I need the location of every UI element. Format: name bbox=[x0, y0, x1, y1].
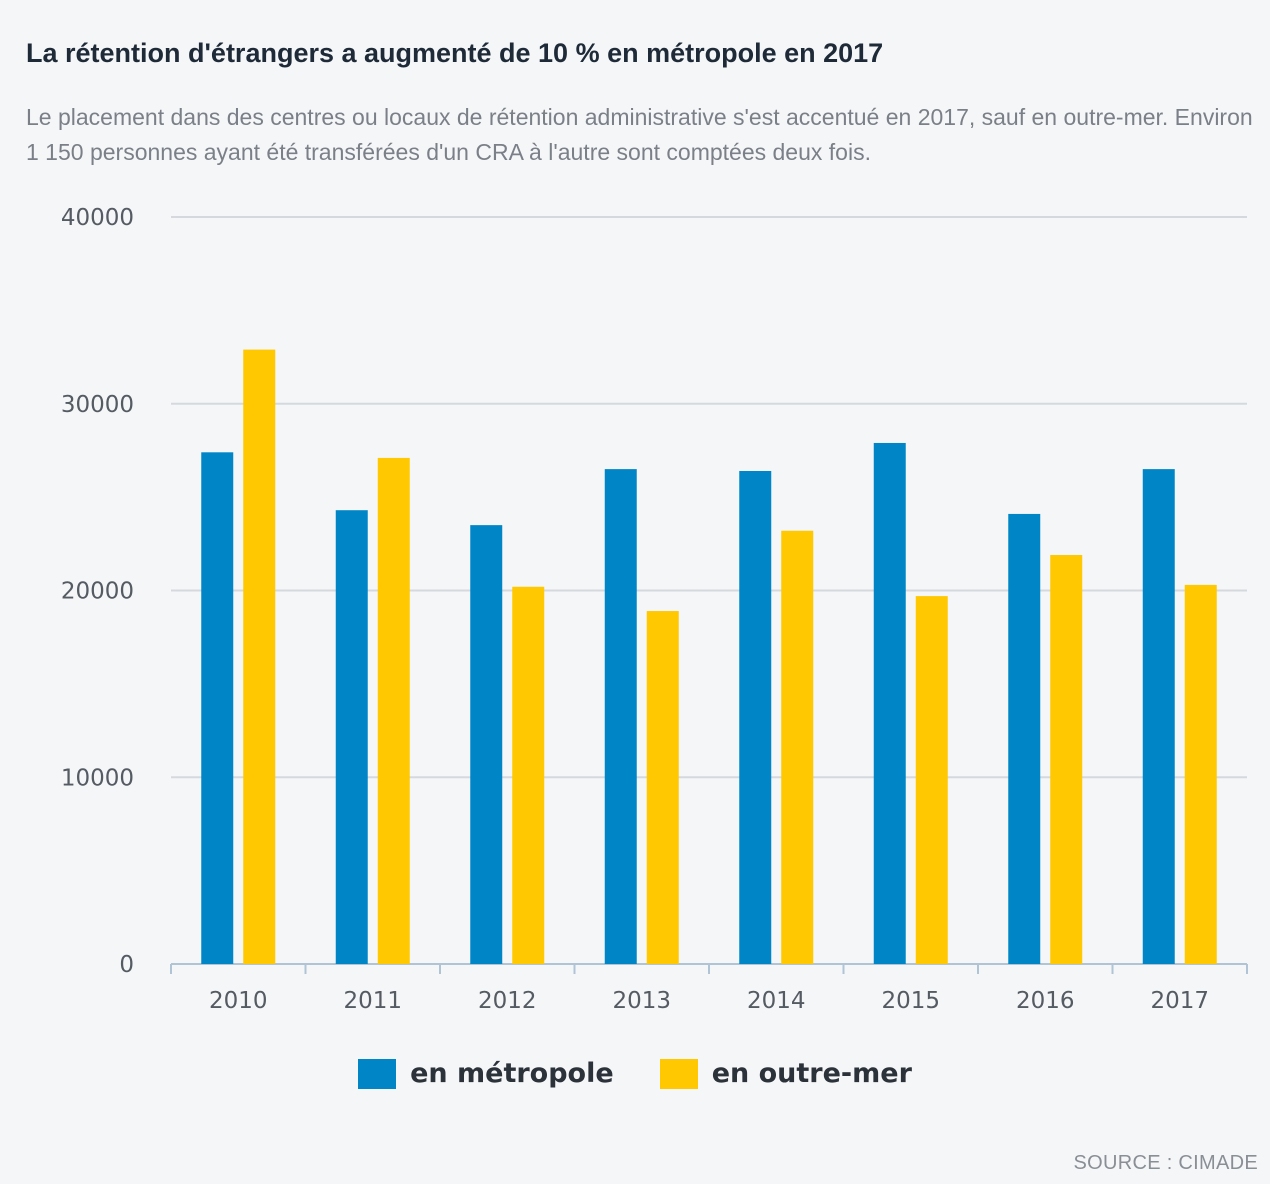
bar-metropole-2015[interactable] bbox=[873, 442, 906, 964]
bar-metropole-2013[interactable] bbox=[604, 469, 637, 964]
bar-outremer-2010[interactable] bbox=[243, 349, 276, 964]
x-tick-label: 2014 bbox=[747, 988, 806, 1014]
bar-metropole-2016[interactable] bbox=[1008, 513, 1041, 964]
legend: en métropole en outre-mer bbox=[0, 1058, 1270, 1089]
bar-outremer-2012[interactable] bbox=[512, 586, 545, 964]
bar-metropole-2012[interactable] bbox=[470, 525, 503, 964]
x-tick-label: 2011 bbox=[343, 988, 402, 1014]
bar-outremer-2014[interactable] bbox=[781, 530, 814, 964]
legend-label-outremer: en outre-mer bbox=[711, 1058, 912, 1089]
chart-title: La rétention d'étrangers a augmenté de 1… bbox=[26, 38, 884, 68]
bar-outremer-2015[interactable] bbox=[915, 596, 948, 964]
y-tick-label: 30000 bbox=[61, 392, 134, 418]
bar-outremer-2016[interactable] bbox=[1050, 555, 1083, 964]
y-tick-label: 40000 bbox=[61, 205, 134, 231]
x-tick-label: 2012 bbox=[478, 988, 537, 1014]
x-tick-label: 2015 bbox=[881, 988, 940, 1014]
x-tick-label: 2016 bbox=[1016, 988, 1075, 1014]
bar-outremer-2011[interactable] bbox=[377, 457, 410, 964]
bar-outremer-2017[interactable] bbox=[1184, 584, 1217, 964]
bar-metropole-2014[interactable] bbox=[739, 470, 772, 964]
y-tick-label: 0 bbox=[119, 952, 134, 978]
bar-metropole-2010[interactable] bbox=[201, 452, 234, 964]
bar-metropole-2011[interactable] bbox=[335, 510, 368, 964]
legend-item-metropole[interactable]: en métropole bbox=[358, 1058, 614, 1089]
legend-swatch-metropole bbox=[358, 1058, 397, 1089]
bar-chart: 0 10000 20000 30000 40000 2010 2011 2012 2013 201… bbox=[61, 205, 1248, 1014]
x-tick-label: 2010 bbox=[209, 988, 268, 1014]
legend-item-outremer[interactable]: en outre-mer bbox=[659, 1058, 912, 1089]
chart-subtitle: Le placement dans des centres ou locaux … bbox=[26, 104, 1253, 165]
legend-swatch-outremer bbox=[659, 1058, 698, 1089]
x-tick-label: 2017 bbox=[1150, 988, 1209, 1014]
legend-label-metropole: en métropole bbox=[410, 1058, 614, 1089]
bar-metropole-2017[interactable] bbox=[1142, 469, 1175, 964]
bar-outremer-2013[interactable] bbox=[646, 611, 679, 964]
source-note: SOURCE : CIMADE bbox=[1073, 1152, 1258, 1174]
x-tick-label: 2013 bbox=[612, 988, 671, 1014]
y-tick-label: 10000 bbox=[61, 765, 134, 791]
y-tick-label: 20000 bbox=[61, 579, 134, 605]
